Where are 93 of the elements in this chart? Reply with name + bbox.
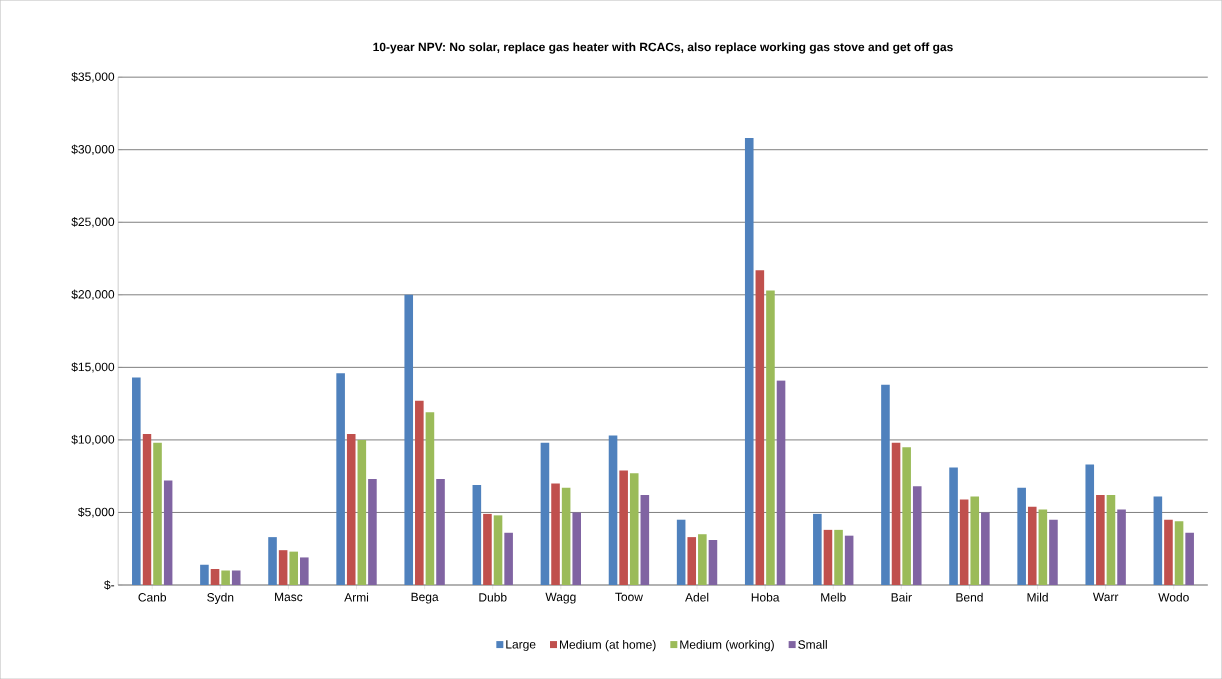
bar (132, 377, 141, 585)
legend-label: Medium (at home) (559, 639, 656, 652)
bar (415, 400, 424, 585)
bar (823, 529, 833, 585)
bar (744, 138, 754, 585)
legend-label: Small (798, 639, 827, 649)
bar (1017, 487, 1026, 585)
x-tick-label: Dubb (479, 592, 507, 602)
x-tick-label: Toow (615, 592, 643, 602)
x-tick-label: Warr (1092, 592, 1119, 602)
bar (766, 290, 775, 585)
bar (163, 480, 173, 585)
x-tick-label: Mild (1027, 592, 1048, 602)
y-tick-label: $25,000 (71, 216, 115, 228)
bar (608, 435, 618, 585)
bar (210, 568, 220, 585)
bar (912, 486, 922, 585)
bar (755, 270, 765, 585)
bar (551, 483, 560, 585)
y-tick-label: $20,000 (71, 289, 115, 300)
y-tick-label: $5,000 (78, 507, 115, 518)
bar (949, 467, 958, 585)
bar (368, 479, 377, 585)
bar (640, 494, 650, 585)
bar (1117, 509, 1126, 585)
bar (676, 519, 686, 585)
x-tick-label: Masc (275, 592, 303, 602)
y-tick-label: $35,000 (71, 71, 115, 83)
bar (436, 479, 445, 585)
bar (493, 515, 503, 585)
bar (357, 439, 367, 585)
x-tick-label: Wagg (545, 592, 576, 604)
bar (1085, 464, 1095, 585)
bar (289, 551, 299, 585)
bar (1106, 494, 1116, 585)
bar (1096, 494, 1105, 585)
bar (708, 539, 718, 585)
bar (142, 434, 152, 585)
legend-label: Medium (working) (680, 639, 774, 652)
bar (278, 550, 288, 585)
x-tick-label: Adel (685, 592, 709, 602)
bar (1027, 506, 1037, 585)
bar (404, 294, 414, 585)
x-tick-label: Bend (956, 592, 983, 602)
chart-title: 10-year NPV: No solar, replace gas heater with RCACs, also replace working gas stove and get off gas (373, 42, 953, 54)
y-tick-label: $- (104, 580, 115, 590)
bar (834, 529, 843, 585)
bar (959, 499, 969, 585)
bar (687, 537, 697, 585)
bar (776, 380, 786, 585)
bar (844, 535, 854, 585)
bar (1038, 509, 1048, 585)
bar (1049, 519, 1058, 585)
bar (572, 512, 582, 585)
bar (268, 537, 277, 585)
y-tick-label: $15,000 (71, 362, 115, 373)
bar (300, 557, 309, 585)
bar (483, 513, 492, 585)
bar (221, 570, 230, 585)
bar (1185, 532, 1194, 585)
bar (698, 534, 707, 585)
bar (561, 487, 571, 585)
bar (619, 470, 628, 585)
bar (425, 412, 435, 585)
bar (1153, 496, 1163, 585)
bar (891, 442, 901, 585)
bar (902, 447, 911, 585)
bar (231, 570, 241, 585)
bar (346, 434, 356, 585)
bar (336, 373, 345, 585)
x-tick-label: Sydn (207, 592, 234, 604)
bar (472, 484, 482, 585)
bar (813, 513, 822, 585)
x-tick-label: Melb (821, 592, 846, 602)
bar (1164, 519, 1173, 585)
x-tick-label: Hoba (751, 592, 780, 602)
bar (200, 564, 209, 585)
x-tick-label: Bega (411, 592, 439, 604)
legend-label: Large (506, 640, 536, 651)
bar (540, 442, 550, 585)
bar (629, 473, 639, 585)
x-tick-label: Bair (891, 592, 912, 602)
y-tick-label: $30,000 (71, 144, 115, 155)
bar (981, 512, 990, 585)
y-tick-label: $10,000 (71, 434, 115, 446)
x-tick-label: Canb (138, 592, 167, 602)
x-tick-label: Armi (344, 592, 369, 602)
bar (153, 442, 162, 585)
bar (970, 496, 980, 585)
bar (1174, 521, 1184, 585)
bar (881, 384, 890, 585)
x-tick-label: Wodo (1158, 592, 1189, 602)
bar (504, 532, 513, 585)
